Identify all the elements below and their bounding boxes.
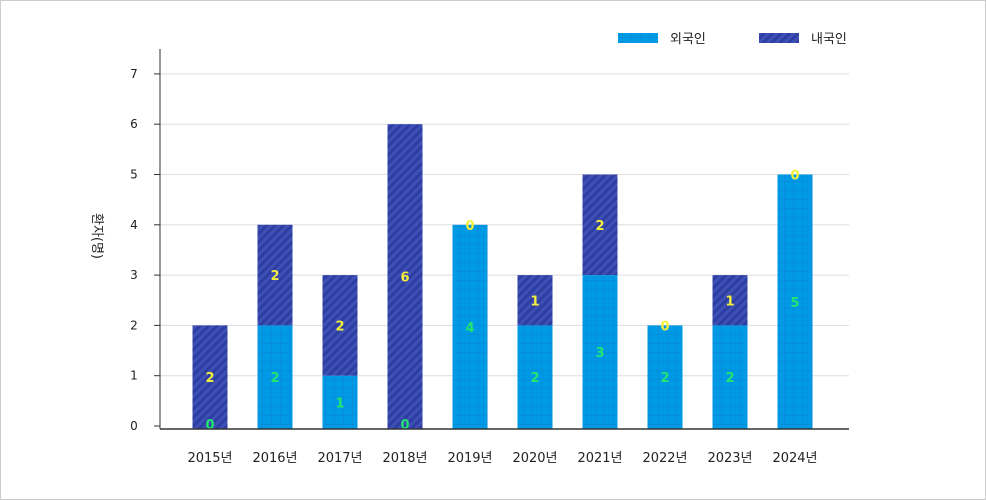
bar-foreign — [647, 325, 683, 429]
data-label: 1 — [335, 396, 344, 411]
bar-foreign — [777, 174, 813, 429]
data-label: 0 — [205, 418, 214, 433]
x-tick-label: 2017년 — [317, 451, 362, 466]
bar-domestic — [192, 325, 228, 429]
y-tick-label: 0 — [130, 419, 138, 433]
bar-foreign — [257, 325, 293, 429]
x-tick-label: 2021년 — [577, 451, 622, 466]
data-label: 1 — [530, 294, 539, 309]
y-tick-label: 4 — [130, 218, 138, 232]
legend-swatch — [759, 33, 799, 43]
data-label: 2 — [335, 319, 344, 334]
data-label: 0 — [790, 169, 799, 184]
y-tick-label: 5 — [130, 168, 138, 182]
bar-domestic — [322, 275, 358, 376]
bar-foreign — [452, 224, 488, 429]
y-tick-label: 7 — [130, 67, 138, 81]
data-label: 2 — [205, 371, 214, 386]
data-label: 3 — [595, 346, 604, 361]
data-label: 6 — [400, 271, 409, 286]
legend-label: 외국인 — [670, 32, 706, 47]
bar-foreign — [712, 325, 748, 429]
bar-foreign — [582, 275, 618, 429]
x-tick-label: 2016년 — [252, 451, 297, 466]
bar-foreign — [322, 375, 358, 429]
x-tick-label: 2018년 — [382, 451, 427, 466]
x-tick-label: 2019년 — [447, 451, 492, 466]
data-label: 2 — [725, 371, 734, 386]
data-label: 2 — [595, 219, 604, 234]
y-axis-label: 환자(명) — [89, 213, 104, 259]
data-label: 5 — [790, 296, 799, 311]
y-tick-label: 1 — [130, 369, 138, 383]
data-label: 2 — [660, 371, 669, 386]
bar-domestic — [387, 124, 423, 429]
data-label: 2 — [270, 269, 279, 284]
x-tick-label: 2022년 — [642, 451, 687, 466]
data-label: 4 — [465, 321, 474, 336]
y-tick-label: 6 — [130, 117, 138, 131]
x-tick-label: 2015년 — [187, 451, 232, 466]
y-tick-label: 2 — [130, 318, 138, 332]
x-tick-label: 2023년 — [707, 451, 752, 466]
data-label: 1 — [725, 294, 734, 309]
data-label: 2 — [530, 371, 539, 386]
x-tick-label: 2024년 — [772, 451, 817, 466]
data-label: 2 — [270, 371, 279, 386]
legend-label: 내국인 — [811, 32, 847, 47]
bar-domestic — [517, 275, 553, 326]
bar-domestic — [257, 224, 293, 326]
bar-domestic — [582, 174, 618, 276]
x-tick-label: 2020년 — [512, 451, 557, 466]
data-label: 0 — [660, 319, 669, 334]
bar-domestic — [712, 275, 748, 326]
data-label: 0 — [465, 219, 474, 234]
data-label: 0 — [400, 418, 409, 433]
legend-swatch — [618, 33, 658, 43]
y-tick-label: 3 — [130, 268, 138, 282]
bar-foreign — [517, 325, 553, 429]
